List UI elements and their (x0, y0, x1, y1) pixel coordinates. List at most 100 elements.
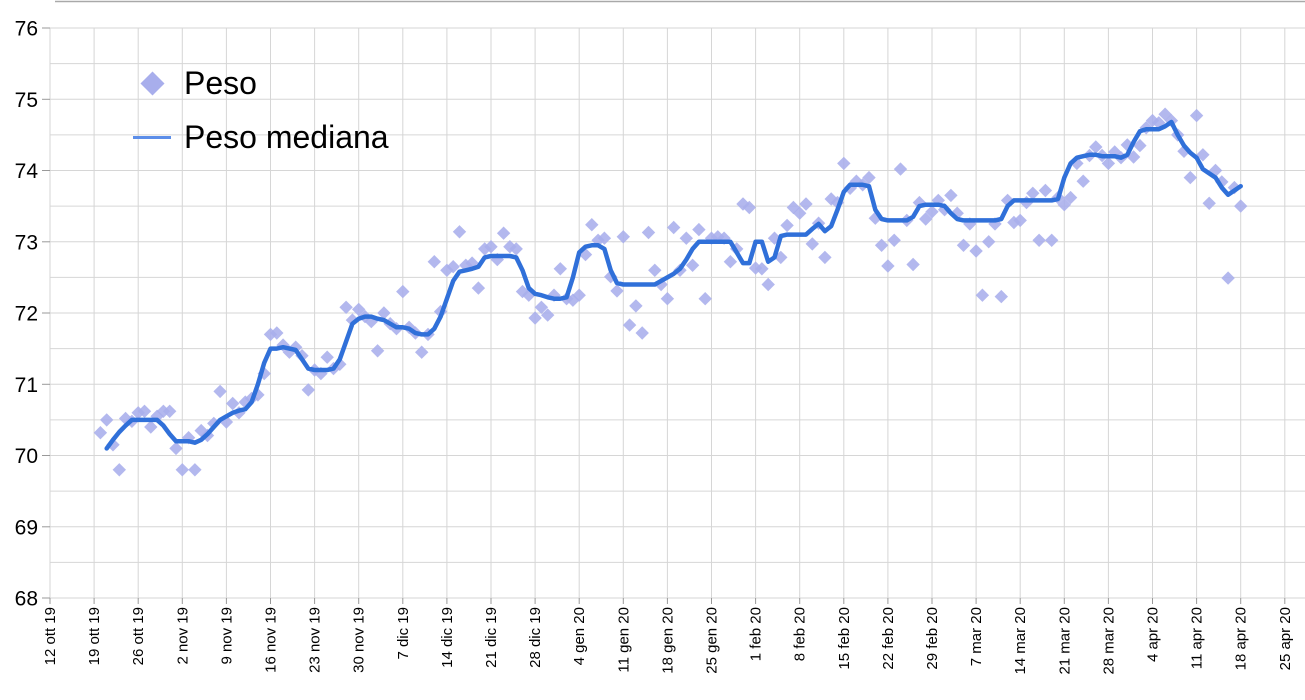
scatter-point[interactable] (175, 463, 189, 477)
scatter-point[interactable] (1070, 156, 1084, 171)
scatter-point[interactable] (799, 197, 813, 211)
scatter-point[interactable] (553, 262, 567, 276)
scatter-point[interactable] (93, 426, 108, 440)
scatter-point[interactable] (1126, 150, 1141, 164)
scatter-point[interactable] (415, 345, 429, 359)
scatter-point[interactable] (723, 255, 738, 269)
scatter-point[interactable] (1234, 199, 1248, 213)
scatter-point[interactable] (471, 281, 486, 295)
scatter-point[interactable] (950, 206, 964, 220)
scatter-point[interactable] (301, 383, 315, 397)
scatter-point[interactable] (1076, 174, 1090, 188)
scatter-point[interactable] (692, 222, 706, 237)
scatter-point[interactable] (780, 218, 794, 233)
scatter-point[interactable] (503, 240, 517, 254)
scatter-point[interactable] (1189, 108, 1204, 123)
scatter-point[interactable] (761, 277, 775, 292)
scatter-point[interactable] (528, 311, 542, 325)
scatter-point[interactable] (1158, 107, 1172, 121)
scatter-point[interactable] (862, 170, 876, 185)
scatter-point[interactable] (509, 242, 523, 256)
scatter-point[interactable] (635, 326, 649, 340)
scatter-point[interactable] (169, 441, 183, 456)
scatter-point[interactable] (541, 308, 555, 322)
scatter-point[interactable] (629, 299, 643, 313)
scatter-point[interactable] (982, 235, 996, 249)
scatter-point[interactable] (163, 404, 177, 418)
scatter-point[interactable] (805, 237, 819, 251)
scatter-point[interactable] (585, 218, 599, 232)
scatter-point[interactable] (1196, 148, 1210, 162)
scatter-point[interactable] (1013, 213, 1027, 228)
scatter-point[interactable] (1089, 140, 1103, 154)
median-line[interactable] (104, 119, 1243, 451)
scatter-point[interactable] (837, 156, 851, 171)
scatter-point[interactable] (679, 231, 693, 245)
scatter-point[interactable] (1063, 190, 1078, 205)
scatter-point[interactable] (1101, 156, 1116, 171)
scatter-point[interactable] (975, 288, 990, 302)
scatter-point[interactable] (893, 162, 908, 176)
scatter-point[interactable] (919, 212, 933, 226)
scatter-point[interactable] (1133, 138, 1147, 153)
scatter-point[interactable] (1208, 163, 1223, 178)
scatter-point[interactable] (144, 420, 158, 434)
scatter-point[interactable] (963, 217, 977, 231)
scatter-point[interactable] (270, 326, 284, 340)
scatter-point[interactable] (667, 220, 681, 235)
scatter-point[interactable] (226, 396, 240, 411)
scatter-point[interactable] (698, 292, 712, 306)
scatter-point[interactable] (112, 463, 126, 477)
scatter-point[interactable] (1032, 233, 1046, 247)
scatter-point[interactable] (597, 231, 612, 245)
scatter-point[interactable] (1000, 193, 1015, 208)
scatter-point[interactable] (534, 300, 549, 314)
scatter-point[interactable] (427, 255, 441, 269)
scatter-point[interactable] (748, 261, 763, 275)
scatter-point[interactable] (887, 233, 901, 247)
scatter-point[interactable] (818, 250, 832, 265)
scatter-point[interactable] (604, 270, 618, 284)
scatter-point[interactable] (1108, 145, 1122, 159)
scatter-point[interactable] (868, 211, 882, 225)
scatter-point[interactable] (931, 193, 945, 208)
scatter-point[interactable] (572, 288, 586, 302)
scatter-point[interactable] (874, 238, 889, 252)
scatter-point[interactable] (956, 238, 971, 252)
scatter-point[interactable] (793, 206, 807, 220)
scatter-point[interactable] (522, 288, 536, 302)
scatter-point[interactable] (1202, 196, 1216, 210)
scatter-point[interactable] (711, 230, 725, 244)
scatter-point[interactable] (786, 200, 801, 215)
scatter-point[interactable] (755, 262, 769, 276)
scatter-point[interactable] (1026, 186, 1040, 200)
scatter-point[interactable] (622, 318, 637, 332)
scatter-point[interactable] (616, 230, 630, 244)
scatter-point[interactable] (944, 188, 958, 203)
scatter-point[interactable] (320, 350, 334, 364)
scatter-point[interactable] (994, 289, 1008, 304)
scatter-point[interactable] (213, 384, 227, 399)
scatter-point[interactable] (1227, 180, 1242, 195)
scatter-point[interactable] (1145, 113, 1160, 128)
scatter-point[interactable] (610, 284, 624, 298)
scatter-point[interactable] (484, 240, 498, 254)
scatter-point[interactable] (925, 205, 939, 219)
scatter-point[interactable] (452, 225, 467, 239)
scatter-point[interactable] (339, 300, 353, 314)
scatter-point[interactable] (742, 200, 756, 215)
legend-item-peso[interactable]: Peso (129, 56, 389, 110)
scatter-point[interactable] (969, 244, 983, 258)
scatter-point[interactable] (352, 302, 366, 317)
scatter-point[interactable] (906, 257, 920, 272)
scatter-point[interactable] (1221, 271, 1235, 285)
scatter-point[interactable] (1007, 215, 1021, 230)
scatter-point[interactable] (685, 258, 700, 272)
scatter-point[interactable] (1038, 183, 1053, 198)
scatter-point[interactable] (396, 284, 410, 299)
scatter-point[interactable] (641, 225, 656, 240)
scatter-point[interactable] (1045, 233, 1059, 247)
scatter-point[interactable] (774, 250, 788, 265)
scatter-point[interactable] (370, 344, 385, 358)
scatter-point[interactable] (100, 413, 114, 427)
